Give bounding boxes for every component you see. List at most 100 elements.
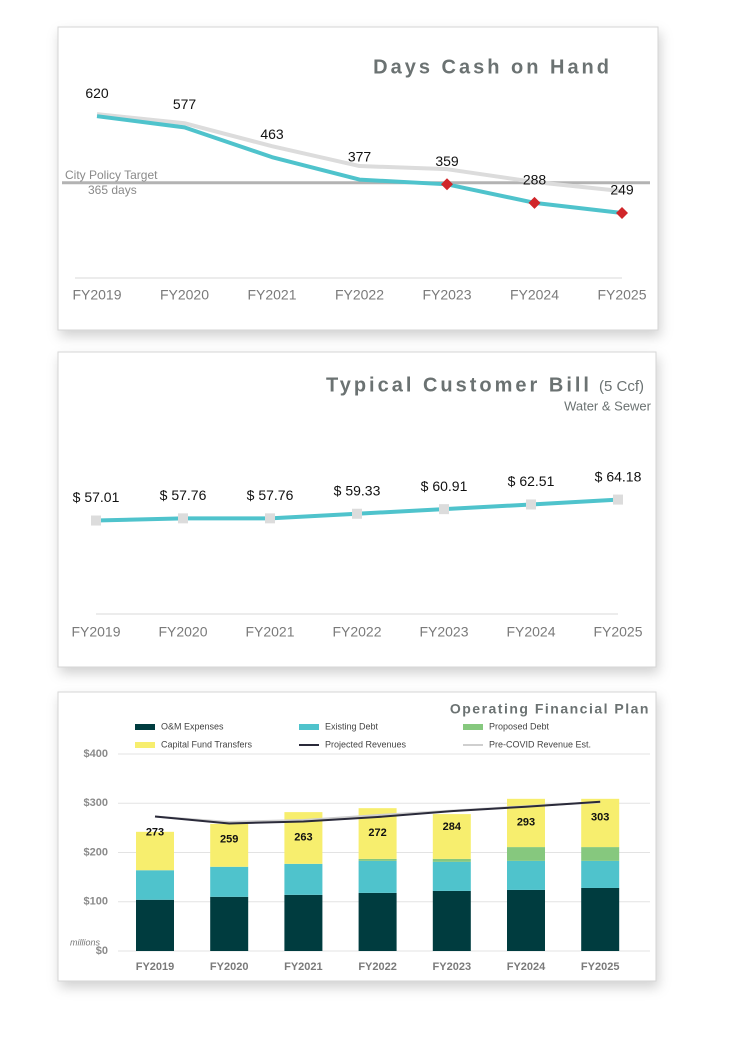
data-label: $ 59.33 [334,482,381,498]
x-tick-label: FY2024 [510,287,559,303]
data-label: $ 57.01 [73,489,120,505]
data-label: 263 [294,831,312,843]
chart-title: Typical Customer Bill [326,374,592,396]
bar-segment [507,889,545,951]
bar-segment [581,847,620,861]
x-tick-label: FY2023 [422,287,471,303]
x-tick-label: FY2019 [136,961,175,973]
x-tick-label: FY2021 [247,287,296,303]
bar-segment [432,814,471,859]
point-marker [178,513,188,524]
data-label: 303 [591,812,609,824]
x-tick-label: FY2020 [210,961,249,973]
data-label: $ 60.91 [421,478,468,494]
data-label: 293 [517,817,535,829]
point-marker [613,494,623,505]
x-tick-label: FY2022 [332,624,381,640]
bar-segment [136,870,174,900]
bar-segment [507,860,545,890]
data-label: 284 [443,821,462,833]
bar-segment [358,860,397,893]
title-note: (5 Ccf) [599,378,644,395]
data-label: 463 [260,126,284,142]
bar-segment [432,858,471,862]
bar-segment [432,890,471,951]
data-label: 259 [220,833,238,845]
data-label: 288 [523,172,547,188]
data-label: $ 57.76 [247,487,294,503]
bar-segment [358,892,397,951]
x-tick-label: FY2025 [597,287,646,303]
data-label: 273 [146,826,164,838]
y-tick-label: $300 [84,797,108,809]
below-target-marker [528,196,541,209]
y-unit: millions [70,937,101,947]
x-tick-label: FY2019 [72,287,121,303]
bar-segment [581,798,620,848]
legend-label: O&M Expenses [161,721,224,731]
legend-label: Projected Revenues [325,739,407,749]
data-label: 249 [610,182,634,198]
point-marker [352,508,362,519]
bar-segment [284,863,323,895]
x-tick-label: FY2025 [593,624,642,640]
data-label: 620 [85,85,109,101]
bar-segment [210,896,249,951]
legend-swatch [135,742,155,748]
point-marker [526,499,536,510]
bar-segment [432,861,471,891]
x-tick-label: FY2020 [158,624,207,640]
chart-title: Days Cash on Hand [373,56,612,78]
x-tick-label: FY2019 [71,624,120,640]
chart-title: Operating Financial Plan [450,701,650,717]
x-tick-label: FY2025 [581,961,620,973]
point-marker [91,515,101,526]
y-tick-label: $0 [96,945,108,957]
point-marker [439,504,449,515]
legend-swatch [135,724,155,730]
bar-segment [136,831,174,871]
target-note: 365 days [88,183,137,197]
bar-segment [284,894,323,951]
data-label: 377 [348,148,372,164]
legend-label: Capital Fund Transfers [161,739,253,749]
data-label: 359 [435,153,459,169]
data-label: 577 [173,96,197,112]
legend-swatch [299,724,319,730]
legend-label: Pre-COVID Revenue Est. [489,739,591,749]
y-tick-label: $100 [84,896,108,908]
bar-segment [507,847,545,861]
legend-label: Existing Debt [325,721,379,731]
legend-label: Proposed Debt [489,721,550,731]
data-label: $ 62.51 [508,473,555,489]
bar-segment [581,860,620,888]
data-label: $ 64.18 [595,468,642,484]
legend-swatch [463,724,483,730]
data-label: 272 [368,827,386,839]
y-tick-label: $400 [84,748,108,760]
data-label: $ 57.76 [160,487,207,503]
x-tick-label: FY2024 [506,624,555,640]
x-tick-label: FY2022 [335,287,384,303]
x-tick-label: FY2023 [433,961,472,973]
bar-segment [136,899,174,951]
series-line [96,112,623,194]
below-target-marker [441,178,453,191]
bar-segment [210,866,249,897]
bar-segment [581,887,620,951]
x-tick-label: FY2023 [419,624,468,640]
x-tick-label: FY2021 [245,624,294,640]
target-label: City Policy Target [65,168,158,182]
x-tick-label: FY2020 [160,287,209,303]
x-tick-label: FY2024 [507,961,546,973]
y-tick-label: $200 [84,846,108,858]
x-tick-label: FY2021 [284,961,323,973]
point-marker [265,513,275,524]
chart-subtitle: Water & Sewer [564,398,652,413]
below-target-marker [616,207,628,220]
x-tick-label: FY2022 [358,961,397,973]
bar-segment [358,858,397,861]
series-line [154,800,601,825]
bar-segment [210,823,249,867]
